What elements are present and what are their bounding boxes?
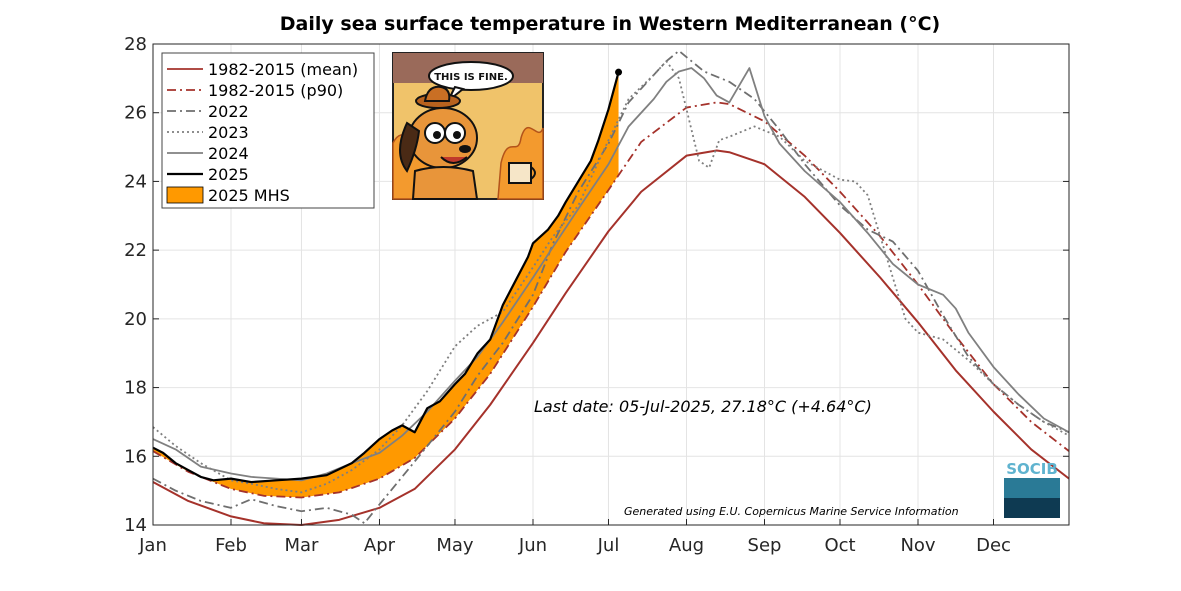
mhs-area: [203, 72, 619, 498]
x-tick-label-mar: Mar: [284, 535, 319, 556]
x-tick-label-may: May: [436, 535, 474, 556]
last-date-annotation: Last date: 05-Jul-2025, 27.18°C (+4.64°C…: [534, 397, 872, 416]
legend-label: 2023: [208, 123, 249, 142]
x-tick-label-jul: Jul: [597, 535, 620, 556]
y-tick-label: 26: [124, 103, 147, 124]
x-tick-label-apr: Apr: [364, 535, 396, 556]
y-tick-label: 18: [124, 378, 147, 399]
dog-pupil-left: [433, 131, 441, 139]
dog-body: [411, 166, 479, 200]
legend-label: 2025 MHS: [208, 186, 290, 205]
legend-label: 1982-2015 (p90): [208, 81, 343, 100]
y-tick-label: 28: [124, 34, 147, 55]
series-line-2023: [152, 60, 1070, 494]
last-point-marker: [615, 68, 623, 76]
y-tick-label: 14: [124, 515, 147, 536]
coffee-mug: [508, 162, 532, 184]
x-tick-label-sep: Sep: [748, 535, 782, 556]
speech-bubble: [428, 61, 514, 91]
legend-label: 2025: [208, 165, 249, 184]
legend-box: [161, 52, 375, 209]
series-line-2022: [152, 49, 1070, 525]
x-tick-label-feb: Feb: [215, 535, 247, 556]
plot-frame: [152, 43, 1070, 526]
y-tick-label: 22: [124, 240, 147, 261]
legend-swatch-mhs: [166, 186, 204, 204]
meme-caption: THIS IS FINE.: [434, 72, 508, 83]
dog-nose: [459, 145, 471, 153]
dog-mouth: [440, 156, 468, 164]
dog-ear: [399, 121, 421, 173]
copernicus-credit: Generated using E.U. Copernicus Marine S…: [624, 505, 959, 518]
series-line-1982-2015-p90-: [152, 101, 1070, 499]
mug-handle: [530, 166, 536, 180]
series-line-2025: [152, 71, 620, 484]
x-tick-label-oct: Oct: [824, 535, 855, 556]
this-is-fine-meme: THIS IS FINE.: [392, 52, 544, 200]
socib-logo: SOCIB: [1004, 460, 1060, 518]
legend-label: 1982-2015 (mean): [208, 60, 358, 79]
legend: 1982-2015 (mean) 1982-2015 (p90) 2022 2023 2…: [161, 52, 375, 209]
y-tick-label: 20: [124, 309, 147, 330]
legend-label: 2024: [208, 144, 249, 163]
series-group: [152, 49, 1070, 526]
socib-logo-text: SOCIB: [1006, 460, 1058, 478]
x-tick-label-jun: Jun: [518, 535, 547, 556]
x-tick-label-nov: Nov: [900, 535, 935, 556]
y-tick-label: 24: [124, 171, 147, 192]
series-line-2024: [152, 67, 1070, 482]
legend-label: 2022: [208, 102, 249, 121]
dog-hat-top: [423, 85, 451, 102]
series-line-1982-2015-mean-: [152, 149, 1070, 526]
x-tick-label-aug: Aug: [669, 535, 704, 556]
dog-pupil-right: [453, 131, 461, 139]
x-tick-label-dec: Dec: [976, 535, 1011, 556]
chart-title: Daily sea surface temperature in Western…: [280, 13, 940, 35]
y-tick-label: 16: [124, 446, 147, 467]
socib-logo-wave: [1004, 498, 1060, 518]
x-tick-label-jan: Jan: [138, 535, 167, 556]
